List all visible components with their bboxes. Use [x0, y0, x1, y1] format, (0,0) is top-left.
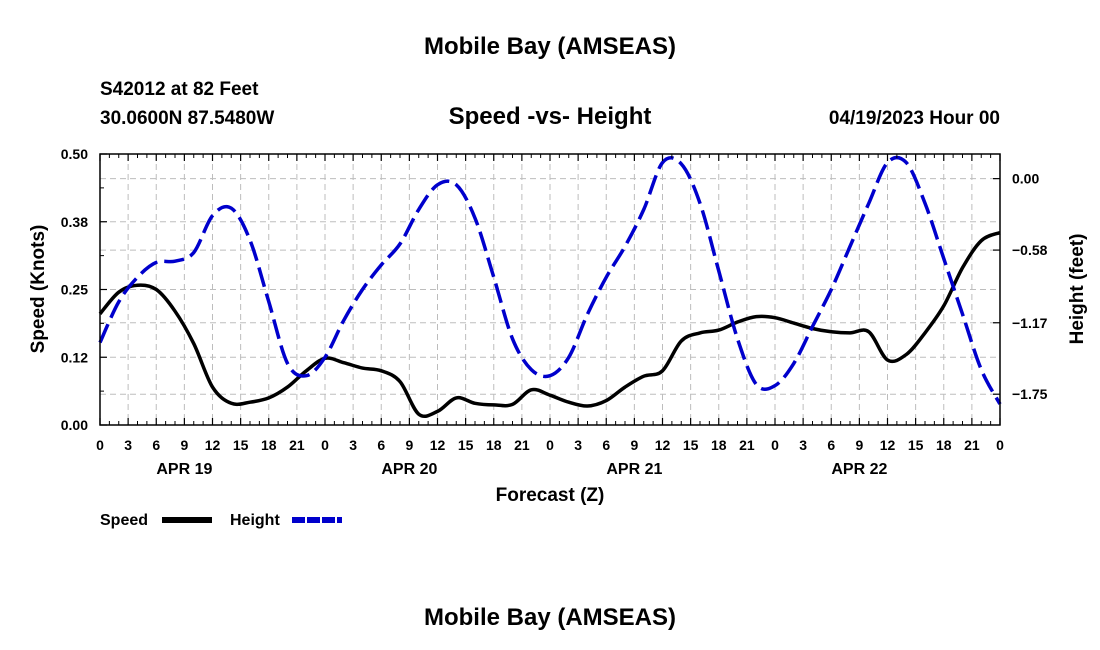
x-tick-label: 12 — [430, 437, 446, 453]
x-tick-label: 18 — [711, 437, 727, 453]
x-tick-label: 12 — [880, 437, 896, 453]
x-tick-label: 3 — [349, 437, 357, 453]
day-label: APR 20 — [381, 461, 437, 478]
y-tick-label: 0.25 — [61, 282, 88, 298]
series-line-speed — [98, 230, 1001, 418]
x-tick-label: 9 — [180, 437, 188, 453]
series-layer — [98, 155, 1002, 418]
x-tick-label: 6 — [602, 437, 610, 453]
y-tick-label: 0.38 — [61, 214, 88, 230]
x-tick-label: 3 — [124, 437, 132, 453]
y-axis-label-speed: Speed (Knots) — [28, 225, 49, 354]
x-tick-label: 18 — [936, 437, 952, 453]
forecast-datetime: 04/19/2023 Hour 00 — [829, 108, 1000, 129]
x-tick-label: 21 — [739, 437, 755, 453]
x-tick-label: 15 — [233, 437, 249, 453]
chart-subtitle: Speed -vs- Height — [449, 103, 652, 130]
x-tick-label: 18 — [261, 437, 277, 453]
x-tick-label: 21 — [289, 437, 305, 453]
legend-label-height: Height — [230, 512, 280, 529]
axes: 0 3 6 9 12 15 18 21 0 3 6 9 12 15 18 21 0 3 6 9 12 15 18 21 0 3 6 9… — [61, 146, 1048, 478]
x-tick-label: 6 — [827, 437, 835, 453]
x-axis-label: Forecast (Z) — [496, 485, 605, 506]
x-tick-label: 12 — [655, 437, 671, 453]
station-info: S42012 at 82 Feet — [100, 79, 259, 100]
x-tick-label: 18 — [486, 437, 502, 453]
day-label: APR 22 — [831, 461, 887, 478]
x-tick-label: 21 — [964, 437, 980, 453]
x-tick-label: 9 — [405, 437, 413, 453]
x-tick-label: 15 — [908, 437, 924, 453]
x-tick-label: 0 — [321, 437, 329, 453]
series-line-height — [98, 155, 1002, 405]
x-tick-label: 3 — [799, 437, 807, 453]
y-tick-label: 0.50 — [61, 146, 88, 162]
legend-label-speed: Speed — [100, 512, 148, 529]
x-tick-label: 3 — [574, 437, 582, 453]
x-tick-label: 9 — [855, 437, 863, 453]
y2-tick-label: −0.58 — [1012, 242, 1048, 258]
x-tick-label: 0 — [771, 437, 779, 453]
y-tick-label: 0.00 — [61, 417, 88, 433]
y2-tick-label: 0.00 — [1012, 171, 1039, 187]
x-tick-label: 15 — [683, 437, 699, 453]
x-tick-label: 0 — [546, 437, 554, 453]
y-axis-label-height: Height (feet) — [1067, 234, 1088, 345]
y2-tick-label: −1.75 — [1012, 386, 1048, 402]
day-label: APR 19 — [156, 461, 212, 478]
legend: Speed Height — [100, 512, 342, 529]
x-tick-label: 12 — [205, 437, 221, 453]
x-tick-label: 0 — [996, 437, 1004, 453]
x-tick-label: 6 — [152, 437, 160, 453]
chart-main-title: Mobile Bay (AMSEAS) — [424, 33, 676, 60]
footer-title: Mobile Bay (AMSEAS) — [424, 604, 676, 631]
x-tick-label: 6 — [377, 437, 385, 453]
grid-lines — [100, 154, 1000, 425]
y-tick-label: 0.12 — [61, 349, 88, 365]
x-tick-label: 21 — [514, 437, 530, 453]
station-coordinates: 30.0600N 87.5480W — [100, 108, 274, 129]
day-label: APR 21 — [606, 461, 662, 478]
x-tick-label: 9 — [630, 437, 638, 453]
x-tick-label: 0 — [96, 437, 104, 453]
y2-tick-label: −1.17 — [1012, 315, 1048, 331]
x-tick-label: 15 — [458, 437, 474, 453]
